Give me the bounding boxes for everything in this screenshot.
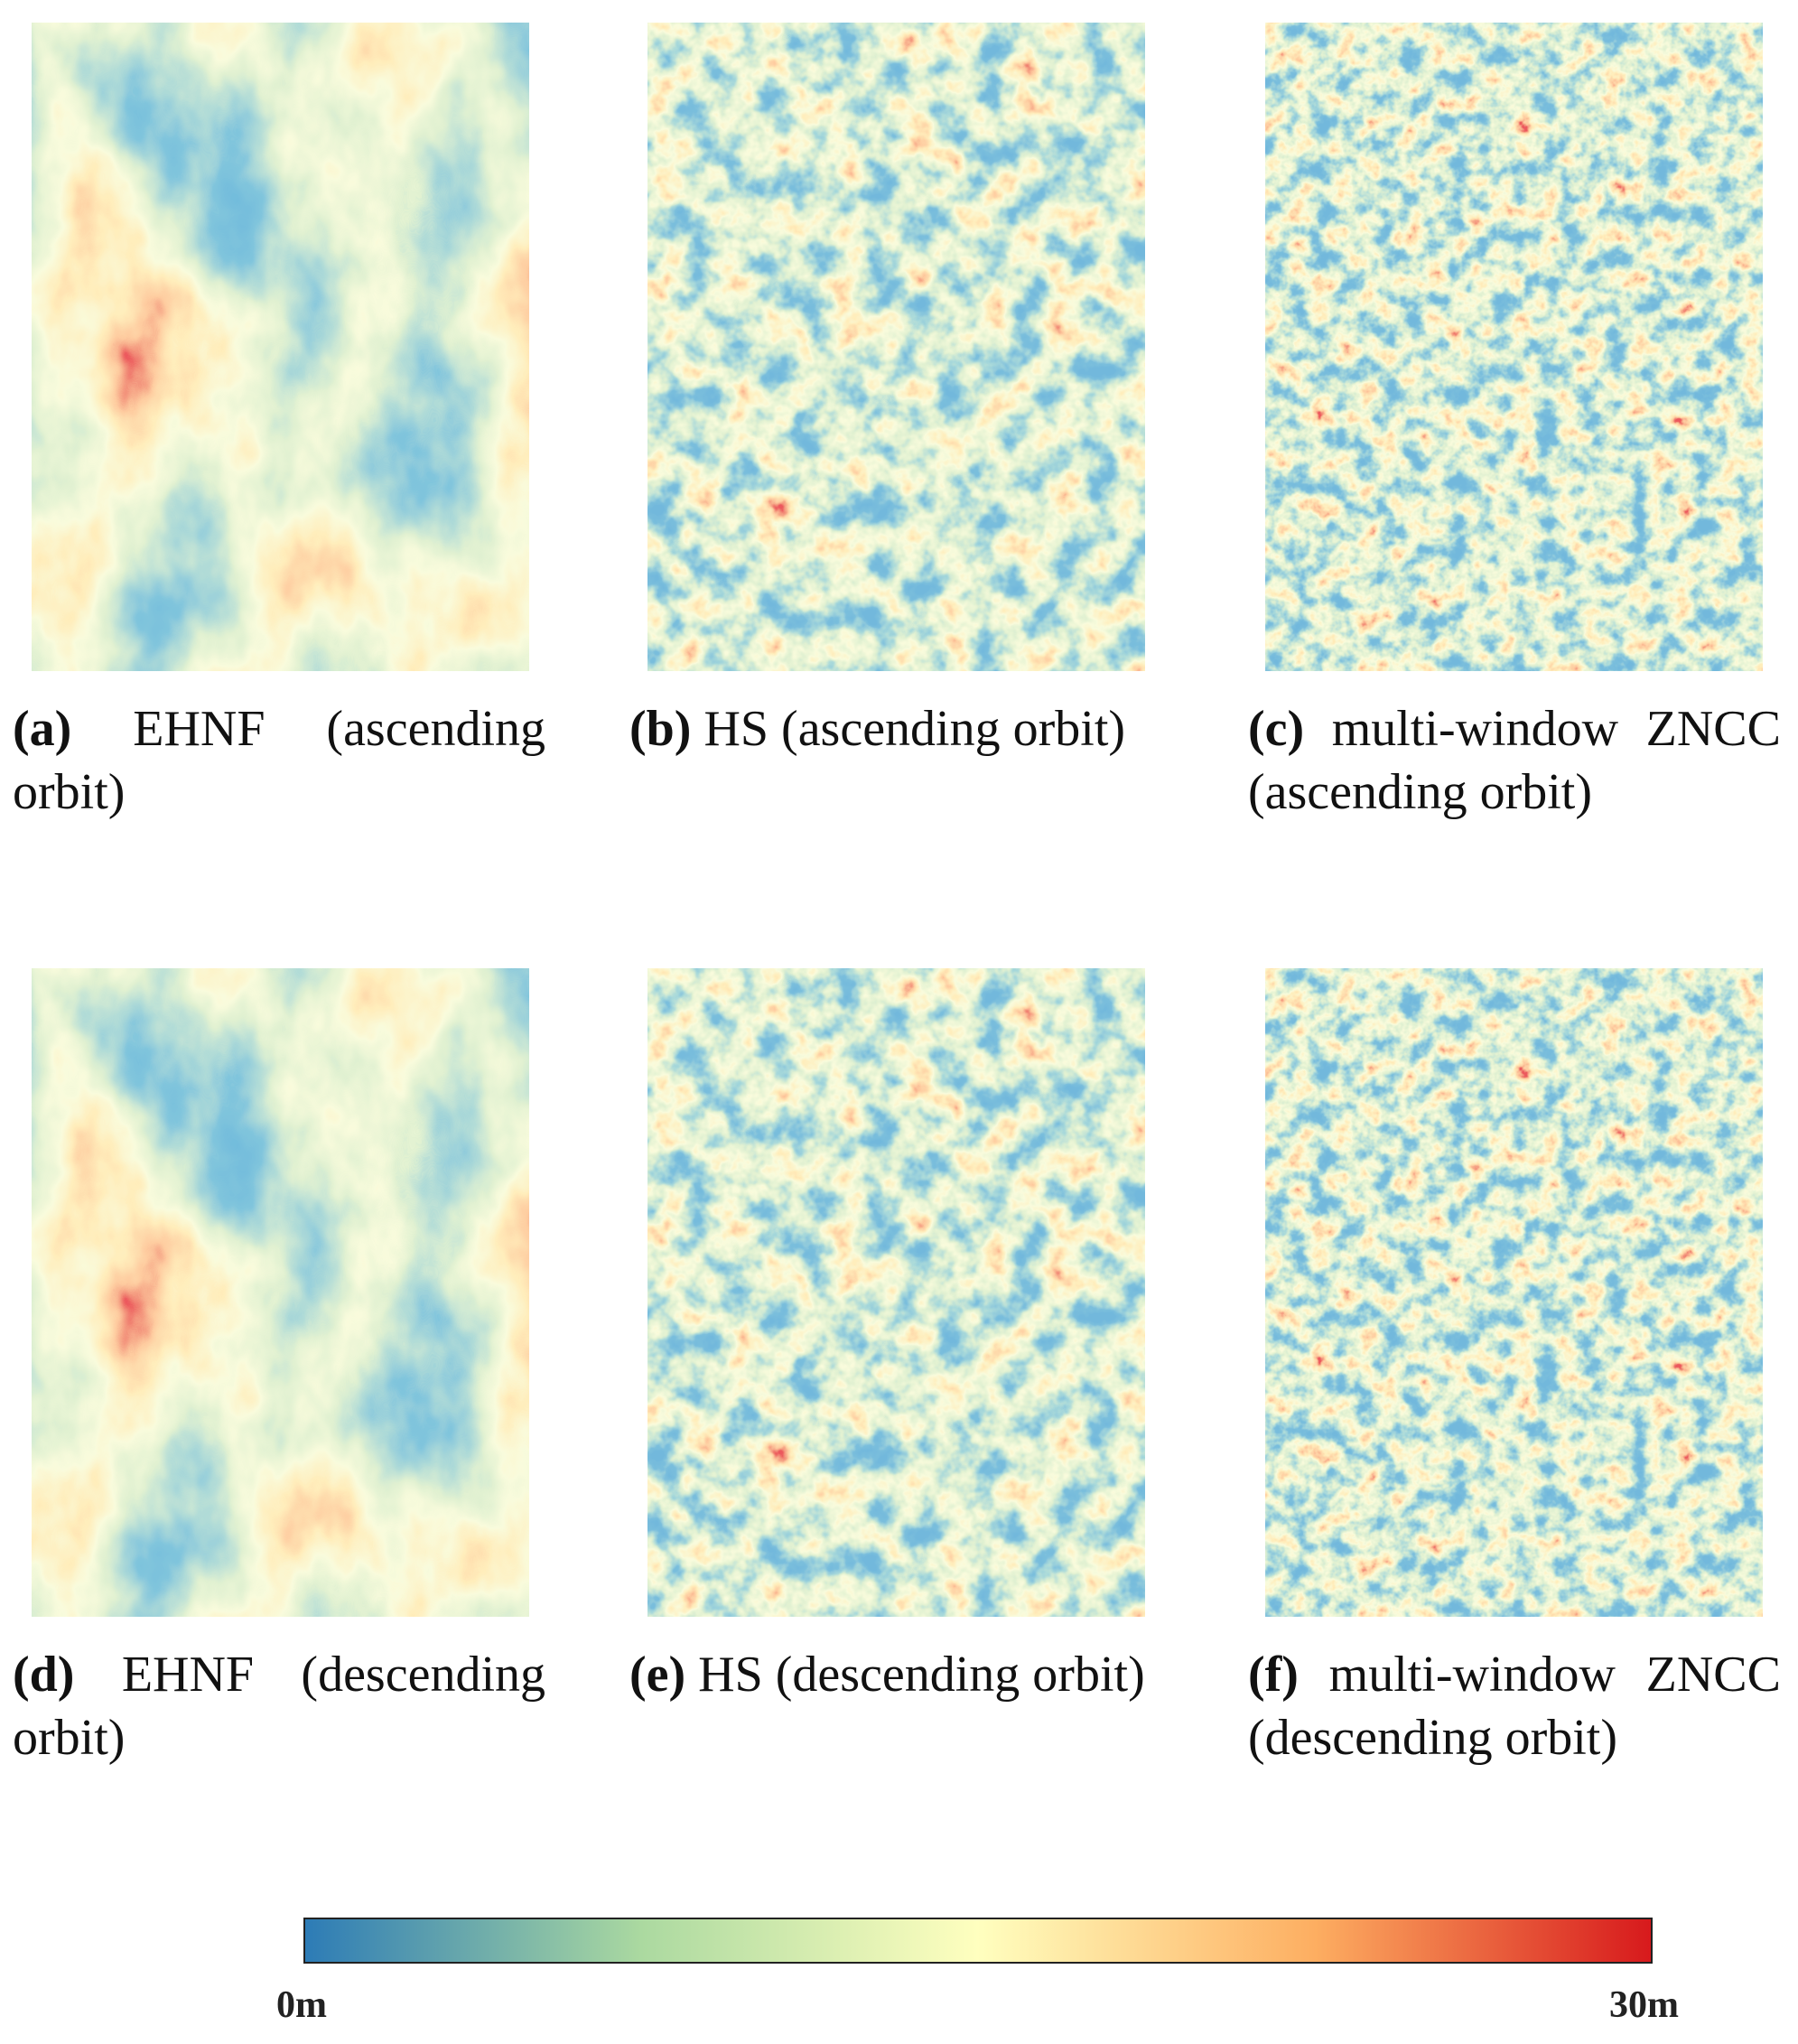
panel-label: (e)	[629, 1647, 686, 1703]
colorbar-min-label: 0m	[276, 1984, 327, 2026]
panel-label: (b)	[629, 701, 692, 757]
caption-text: EHNF (descending orbit)	[13, 1647, 545, 1766]
height-map	[1265, 23, 1763, 671]
height-map	[1265, 968, 1763, 1617]
caption-text: HS (descending orbit)	[698, 1647, 1145, 1703]
panel-label: (d)	[13, 1647, 75, 1703]
height-map	[32, 23, 529, 671]
colorbar-max-label: 30m	[1609, 1984, 1679, 2026]
panel-caption: (d) EHNF (descending orbit)	[13, 1643, 545, 1769]
caption-text: HS (ascending orbit)	[703, 701, 1126, 757]
map-texture	[647, 968, 1145, 1617]
panel-caption: (e) HS (descending orbit)	[629, 1643, 1162, 1706]
panel-caption: (f) multi-window ZNCC (descending orbit)	[1248, 1643, 1781, 1769]
caption-text: multi-window ZNCC (ascending orbit)	[1248, 701, 1781, 820]
caption-text: multi-window ZNCC (descending orbit)	[1248, 1647, 1781, 1766]
panel-caption: (c) multi-window ZNCC (ascending orbit)	[1248, 697, 1781, 824]
map-texture	[32, 23, 529, 671]
map-texture	[647, 23, 1145, 671]
panel-label: (a)	[13, 701, 72, 757]
height-map	[647, 23, 1145, 671]
panel-label: (c)	[1248, 701, 1305, 757]
map-texture	[1265, 968, 1763, 1617]
panel-caption: (a) EHNF (ascending orbit)	[13, 697, 545, 824]
colorbar	[303, 1918, 1653, 1964]
map-texture	[32, 968, 529, 1617]
height-map	[647, 968, 1145, 1617]
colorbar-gradient	[303, 1918, 1653, 1964]
height-map	[32, 968, 529, 1617]
caption-text: EHNF (ascending orbit)	[13, 701, 545, 820]
panel-caption: (b) HS (ascending orbit)	[629, 697, 1162, 761]
map-texture	[1265, 23, 1763, 671]
panel-label: (f)	[1248, 1647, 1299, 1703]
